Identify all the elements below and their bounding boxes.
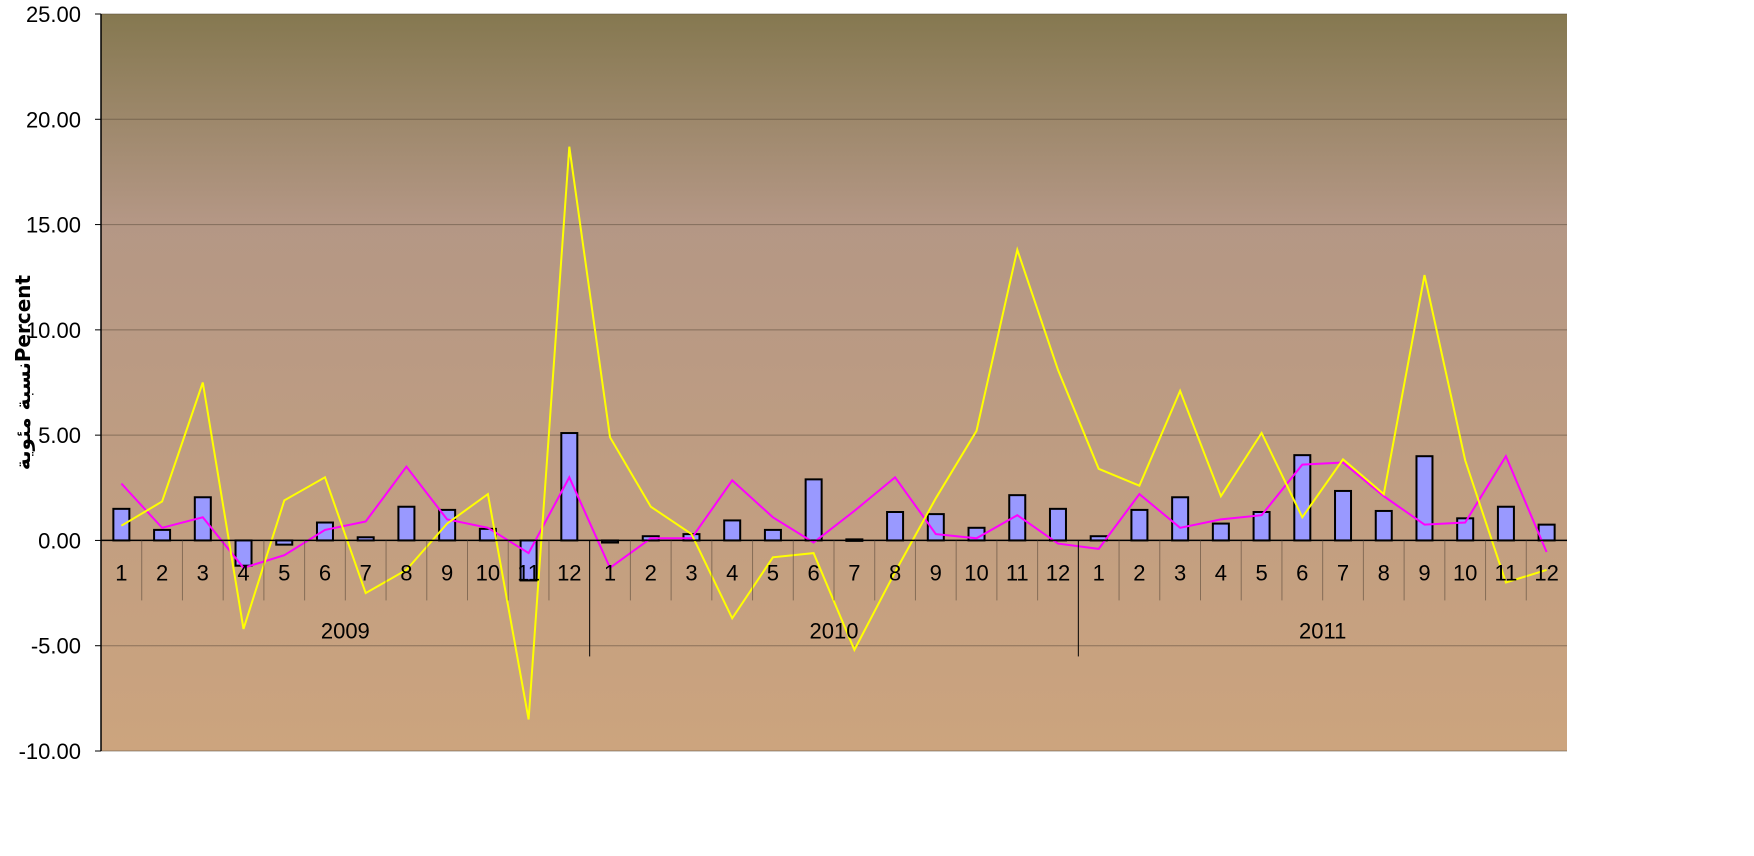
bar — [1293, 454, 1312, 542]
x-tick-label: 2 — [156, 560, 168, 585]
x-tick-label: 11 — [1494, 560, 1517, 585]
y-tick-label: 25.00 — [26, 2, 81, 27]
y-axis-label: نسبة مئويةPercent — [11, 274, 35, 470]
x-tick-label: 1 — [115, 560, 127, 585]
x-tick-label: 8 — [889, 560, 901, 585]
x-tick-label: 4 — [726, 560, 738, 585]
year-label: 2011 — [1299, 618, 1346, 643]
x-axis: 1 2 3 4 5 6 7 8 9 10 11 12 1 2 3 4 5 6 7 8 9 10 11 12 1 2 3 4 5 6 7 8 9 1… — [100, 14, 1567, 751]
line-series — [120, 146, 1548, 720]
series-line-2 — [120, 146, 1547, 720]
x-tick-label: 7 — [360, 560, 372, 585]
bar — [1334, 489, 1353, 542]
year-label: 2010 — [810, 618, 859, 643]
bar — [1171, 496, 1190, 542]
x-tick-label: 12 — [557, 560, 581, 585]
x-tick-label: 4 — [1215, 560, 1227, 585]
y-tick-label: 10.00 — [26, 318, 81, 343]
x-tick-label: 5 — [767, 560, 779, 585]
x-tick-label: 9 — [441, 560, 453, 585]
bar — [1415, 455, 1434, 542]
x-tick-label: 3 — [197, 560, 209, 585]
x-tick-label: 4 — [237, 560, 249, 585]
x-tick-label: 9 — [1418, 560, 1430, 585]
x-tick-label: 2 — [1133, 560, 1145, 585]
y-tick-label: 5.00 — [38, 423, 81, 448]
y-tick-label: 0.00 — [38, 528, 81, 553]
x-tick-label: 2 — [645, 560, 657, 585]
x-tick-label: 10 — [476, 560, 500, 585]
x-tick-label: 3 — [685, 560, 697, 585]
y-tick-label: -5.00 — [31, 634, 81, 659]
series-line-1 — [120, 454, 1548, 570]
year-label: 2009 — [321, 618, 370, 643]
x-tick-label: 1 — [1093, 560, 1105, 585]
bar — [153, 528, 172, 542]
x-tick-label: 6 — [319, 560, 331, 585]
x-tick-label: 12 — [1534, 560, 1558, 585]
y-axis-ticks: -10.00 -5.00 0.00 5.00 10.00 15.00 20.00 25.00 — [19, 2, 101, 764]
x-tick-label: 9 — [930, 560, 942, 585]
x-tick-label: 7 — [848, 560, 860, 585]
y-tick-label: 15.00 — [26, 213, 81, 238]
bar — [1130, 508, 1149, 542]
x-tick-label: 6 — [808, 560, 820, 585]
x-tick-label: 5 — [1255, 560, 1267, 585]
x-tick-label: 10 — [1453, 560, 1477, 585]
plot-area — [101, 14, 1567, 751]
bar — [763, 528, 782, 542]
y-tick-label: -10.00 — [19, 739, 81, 764]
x-tick-label: 7 — [1337, 560, 1349, 585]
x-tick-label: 11 — [1006, 560, 1029, 585]
y-tick-label: 20.00 — [26, 107, 81, 132]
x-tick-label: 3 — [1174, 560, 1186, 585]
x-tick-label: 12 — [1046, 560, 1070, 585]
bar — [1048, 507, 1067, 542]
x-tick-label: 5 — [278, 560, 290, 585]
bar — [1374, 509, 1393, 542]
bar — [804, 478, 823, 542]
bar — [1211, 522, 1230, 542]
bar — [438, 508, 457, 542]
bar — [886, 511, 905, 542]
x-tick-label: 1 — [604, 560, 616, 585]
bar — [397, 505, 416, 542]
x-tick-label: 8 — [1378, 560, 1390, 585]
bar — [723, 519, 742, 542]
x-tick-label: 11 — [517, 560, 540, 585]
x-tick-label: 8 — [400, 560, 412, 585]
bar — [315, 521, 334, 542]
bar — [1496, 505, 1515, 542]
x-tick-label: 10 — [964, 560, 988, 585]
x-tick-label: 6 — [1296, 560, 1308, 585]
